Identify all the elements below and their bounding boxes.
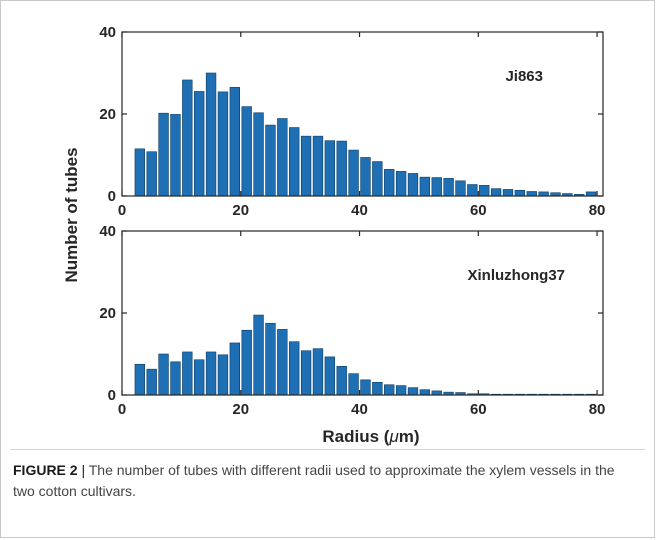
bar	[300, 135, 312, 197]
bar	[229, 87, 241, 197]
bar	[312, 135, 324, 197]
y-tick-label: 40	[99, 24, 116, 41]
bar	[479, 185, 490, 197]
x-tick-label: 20	[232, 202, 249, 219]
bar	[217, 354, 229, 396]
bar	[182, 351, 193, 396]
x-tick-label: 40	[351, 401, 368, 418]
bar	[455, 180, 466, 197]
bar	[490, 188, 502, 197]
bar	[300, 350, 312, 396]
bar	[182, 79, 193, 197]
bar	[395, 171, 407, 197]
bar	[431, 390, 442, 396]
bar	[146, 151, 157, 197]
bar	[158, 353, 169, 396]
bar	[205, 351, 217, 396]
caption-divider	[10, 449, 645, 450]
bar	[194, 91, 205, 197]
bar	[419, 176, 431, 197]
x-axis-label-suffix: m)	[399, 427, 420, 446]
bar	[134, 363, 145, 396]
bar	[443, 178, 454, 197]
caption-label: FIGURE 2	[13, 462, 78, 478]
bar	[253, 112, 264, 197]
bar	[312, 348, 324, 396]
bar	[229, 342, 241, 396]
bar	[194, 359, 205, 396]
x-axis-label-mu: μ	[388, 427, 399, 446]
x-tick-label: 20	[232, 401, 249, 418]
y-tick-label: 40	[99, 223, 116, 240]
bar	[360, 157, 371, 197]
bar	[395, 385, 407, 396]
panel-title: Xinluzhong37	[468, 267, 566, 284]
bar	[289, 341, 300, 396]
chart-panel-xinluzhong37: 0 20 40 60 80 0 20 40 Xinluzhong37	[99, 223, 605, 418]
panel-title: Ji863	[505, 68, 543, 85]
bar	[585, 191, 597, 197]
figure-caption: FIGURE 2 | The number of tubes with diff…	[13, 460, 638, 502]
bar	[336, 365, 347, 396]
bar	[265, 124, 276, 197]
bar	[158, 112, 169, 197]
y-axis-label: Number of tubes	[62, 147, 81, 282]
bar	[538, 191, 549, 197]
x-tick-label: 40	[351, 202, 368, 219]
y-tick-label: 0	[108, 188, 116, 205]
bar	[289, 127, 300, 197]
bar	[265, 322, 276, 396]
bar	[407, 387, 419, 396]
bar	[146, 368, 157, 396]
bar	[241, 106, 252, 197]
x-tick-label: 80	[589, 202, 606, 219]
bar	[324, 140, 336, 197]
bar	[467, 184, 478, 197]
bar	[241, 329, 252, 396]
x-tick-label: 60	[470, 401, 487, 418]
x-tick-label: 0	[118, 401, 126, 418]
bar	[372, 161, 383, 197]
bar	[277, 329, 288, 396]
bar	[170, 361, 181, 396]
x-tick-label: 80	[589, 401, 606, 418]
y-tick-label: 20	[99, 106, 116, 123]
bar	[277, 118, 288, 197]
bar	[526, 191, 537, 197]
bar	[502, 189, 514, 197]
bar	[253, 314, 264, 396]
chart-panel-ji863: 0 20 40 60 80 0 20 40 Ji863	[99, 24, 605, 219]
caption-text: The number of tubes with different radii…	[13, 462, 615, 499]
bar	[384, 169, 395, 197]
x-tick-label: 60	[470, 202, 487, 219]
bar	[419, 389, 431, 396]
bar	[348, 149, 359, 197]
y-tick-label: 0	[108, 387, 116, 404]
x-axis-label: Radius (μm)	[322, 427, 419, 446]
figure-chart: 0 20 40 60 80 0 20 40 Ji863 0 20 40 60 80 0 20 40 Xinluz…	[62, 24, 605, 446]
bar	[431, 177, 442, 197]
bar	[205, 72, 217, 197]
caption-separator: |	[77, 462, 89, 478]
bar	[514, 189, 526, 197]
bar	[360, 379, 371, 396]
bar	[384, 384, 395, 396]
x-axis-label-main: Radius (	[322, 427, 389, 446]
bar	[407, 173, 419, 197]
bar	[324, 356, 336, 396]
bar	[134, 148, 145, 197]
bar	[217, 91, 229, 197]
bar	[170, 114, 181, 197]
y-tick-label: 20	[99, 305, 116, 322]
bar	[348, 373, 359, 396]
x-tick-label: 0	[118, 202, 126, 219]
bar	[336, 140, 347, 197]
bar	[372, 381, 383, 396]
